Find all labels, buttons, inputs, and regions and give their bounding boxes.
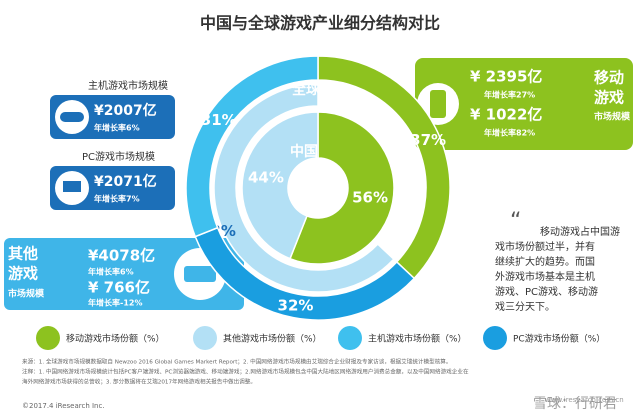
site: www.iresearch.com.cn — [545, 396, 624, 404]
footnotes: 来源：1. 全球游戏市场规模数据取自 Newzoo 2016 Global Ga… — [22, 358, 469, 386]
footnote: 来源：1. 全球游戏市场规模数据取自 Newzoo 2016 Global Ga… — [22, 358, 451, 366]
legend-label: 其他游戏市场份额（%） — [223, 333, 322, 345]
panel-value: ¥ 2395亿 — [470, 68, 542, 86]
legend-swatch — [338, 326, 362, 350]
quote-line: 移动游戏占中国游 — [540, 225, 620, 238]
panel-growth: 年增长率27% — [484, 90, 535, 100]
panel-title: 其他 — [8, 245, 38, 263]
watermark: 雪球：行研君 — [533, 396, 617, 412]
icon — [430, 90, 446, 118]
panel-title: 主机游戏市场规模 — [88, 79, 168, 92]
panel-value: ¥ 1022亿 — [470, 106, 542, 124]
copyright: ©2017.4 iResearch Inc. — [22, 402, 105, 410]
panel-title: PC游戏市场规模 — [82, 150, 155, 163]
legend-swatch — [193, 326, 217, 350]
panel-box — [415, 58, 633, 150]
panel-growth: 年增长率6% — [88, 267, 134, 277]
quote-line: 继续扩大的趋势。而国 — [495, 255, 595, 268]
panel-value: ¥ 766亿 — [88, 279, 150, 297]
ring-name: 全球 — [291, 81, 321, 98]
donut-segment — [185, 55, 319, 238]
quote-line: 游戏、PC游戏、移动游 — [495, 285, 598, 298]
panel-growth: 年增长率6% — [94, 123, 140, 133]
panel-title: 市场规模 — [8, 288, 45, 300]
legend: 移动游戏市场份额（%） 其他游戏市场份额（%） 主机游戏市场份额（%） PC游戏市场份… — [36, 326, 605, 350]
panel-title: 市场规模 — [594, 111, 631, 123]
ring-name: 中国 — [290, 143, 318, 160]
value-label: 37% — [410, 131, 446, 149]
quote-line: 戏市场份额过半，并有 — [495, 240, 595, 253]
icon — [63, 181, 81, 192]
title: 中国与全球游戏产业细分结构对比 — [200, 14, 440, 33]
panel-title: 游戏 — [8, 265, 38, 283]
panel-title: 移动 — [594, 69, 624, 87]
value-label: 31% — [201, 111, 237, 129]
value-label: 44% — [248, 169, 284, 187]
donut-segment — [213, 83, 395, 293]
legend-label: PC游戏市场份额（%） — [513, 333, 605, 345]
footnote: 注释：1. 中国网络游戏市场规模统计包括PC客户端游戏、PC浏览器端游戏、移动端… — [22, 368, 469, 376]
quote-line: 戏三分天下。 — [495, 301, 555, 313]
legend-swatch — [36, 326, 60, 350]
panel-value: ¥4078亿 — [88, 247, 155, 265]
donut-segment — [289, 111, 395, 265]
quote: 移动游戏占中国游戏市场份额过半，并有继续扩大的趋势。而国外游戏市场基本是主机游戏… — [495, 225, 620, 313]
quote-mark: “ — [510, 209, 521, 234]
legend-swatch — [483, 326, 507, 350]
donut-chart: 56%44%中国63%37%32%31%全球 — [185, 55, 451, 321]
icon — [184, 266, 216, 282]
panel-growth: 年增长率7% — [94, 194, 140, 204]
panel-title: 游戏 — [594, 89, 624, 107]
panel-growth: 年增长率-12% — [88, 298, 142, 308]
icon — [60, 112, 84, 122]
value-label: 56% — [352, 188, 388, 206]
panel-growth: 年增长率82% — [484, 128, 535, 138]
quote-line: 外游戏市场基本是主机 — [495, 270, 595, 283]
legend-label: 移动游戏市场份额（%） — [66, 333, 165, 345]
panel-value: ¥2071亿 — [94, 173, 157, 190]
donut-segment — [241, 111, 319, 260]
legend-label: 主机游戏市场份额（%） — [368, 333, 467, 345]
value-label: 32% — [278, 296, 314, 314]
footnote: 海外网络游戏市场获得的总营收；3. 部分数据将在艾瑞2017年网络游戏相关报告中… — [22, 378, 256, 386]
panel-value: ¥2007亿 — [94, 102, 157, 119]
